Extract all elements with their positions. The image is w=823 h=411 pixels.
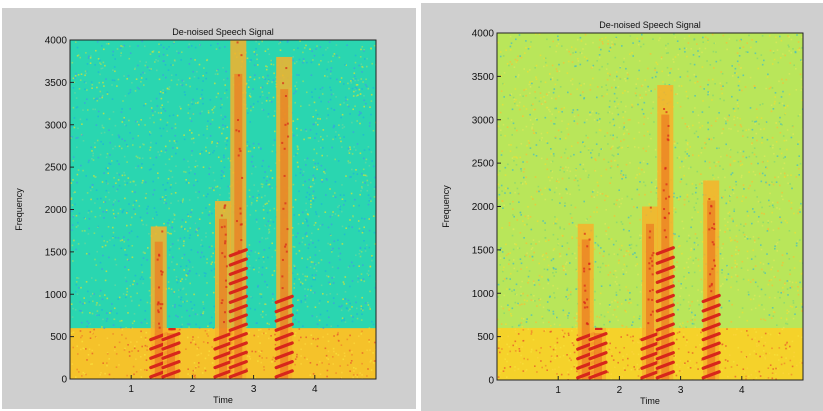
y-tick-label: 4000 [45, 36, 68, 47]
spectrogram-image [70, 40, 376, 379]
x-tick-label: 3 [251, 384, 257, 395]
x-tick-label: 1 [128, 384, 134, 395]
spectrogram-chart-left: 0 500 1000 1500 2000 2500 3000 3500 4000 1 2 3 4 De-n… [14, 27, 377, 405]
spectrogram-panel-right: 0 500 1000 1500 2000 2500 3000 3500 4000 1 2 3 4 De-n… [421, 3, 823, 411]
speech-segment [655, 85, 675, 380]
speech-segment [640, 206, 660, 380]
speech-segment [213, 201, 233, 379]
chart-title: De-noised Speech Signal [172, 27, 274, 37]
y-tick-label: 1500 [472, 245, 495, 256]
speech-segment [588, 327, 608, 380]
y-tick-label: 0 [61, 375, 67, 386]
spectrogram-image [497, 33, 803, 380]
spectrogram-chart-right: 0 500 1000 1500 2000 2500 3000 3500 4000 1 2 3 4 De-n… [441, 20, 804, 406]
y-tick-label: 3000 [45, 120, 68, 131]
speech-segment [274, 56, 294, 379]
y-tick-label: 1000 [45, 290, 68, 301]
y-axis-label: Frequency [441, 185, 451, 228]
y-tick-label: 3000 [472, 115, 495, 126]
y-tick-label: 3500 [472, 72, 495, 83]
x-tick-label: 4 [312, 384, 318, 395]
speech-segment [161, 328, 181, 379]
y-tick-label: 2500 [472, 159, 495, 170]
x-tick-label: 3 [678, 385, 684, 396]
x-axis-label: Time [640, 396, 660, 406]
y-tick-label: 3500 [45, 78, 68, 89]
x-tick-label: 2 [190, 384, 196, 395]
y-tick-label: 2000 [45, 205, 68, 216]
y-tick-label: 500 [477, 332, 494, 343]
y-tick-label: 2000 [472, 202, 495, 213]
y-tick-label: 0 [488, 376, 494, 387]
x-axis-label: Time [213, 395, 233, 405]
speech-segment [701, 180, 721, 380]
x-tick-label: 4 [739, 385, 745, 396]
y-tick-label: 500 [50, 332, 67, 343]
y-axis-label: Frequency [14, 188, 24, 231]
y-tick-label: 2500 [45, 163, 68, 174]
x-tick-label: 1 [555, 385, 561, 396]
spectrogram-panel-left: 0 500 1000 1500 2000 2500 3000 3500 4000 1 2 3 4 De-n… [2, 8, 416, 409]
y-tick-label: 1000 [472, 289, 495, 300]
chart-title: De-noised Speech Signal [599, 20, 701, 30]
speech-segment [228, 40, 248, 379]
y-tick-label: 4000 [472, 29, 495, 40]
y-tick-label: 1500 [45, 247, 68, 258]
x-tick-label: 2 [617, 385, 623, 396]
